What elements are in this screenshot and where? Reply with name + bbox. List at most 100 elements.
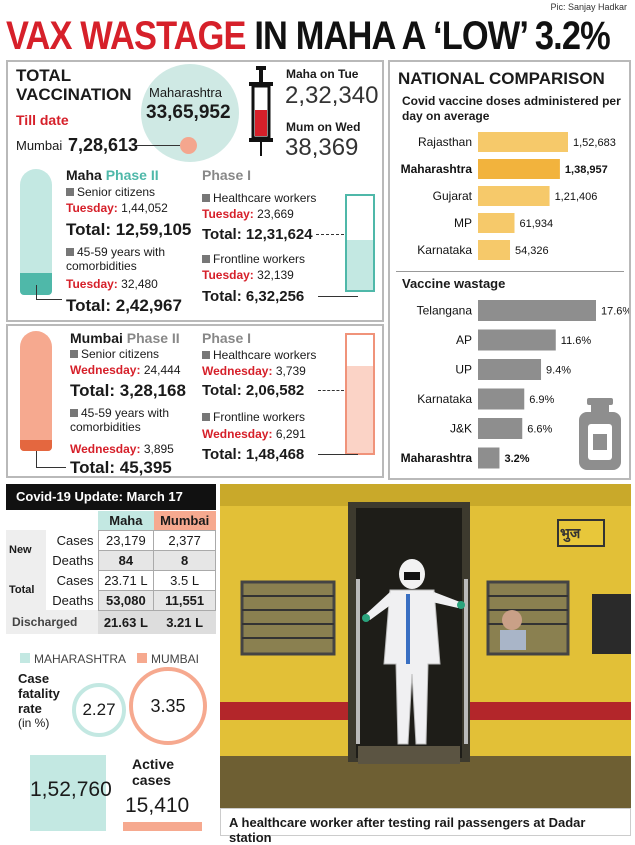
bar-label: Telangana: [417, 304, 473, 318]
total-value: 2,06,582: [245, 382, 305, 399]
bullet-icon: [202, 351, 210, 359]
total-vaccination-panel: [6, 60, 384, 322]
day-label: Tuesday:: [202, 268, 254, 282]
day-value: 32,480: [121, 277, 158, 291]
day-value: 23,669: [257, 207, 294, 221]
bullet-icon: [66, 248, 74, 256]
mumbai-phase2-heading: Mumbai Phase II: [70, 330, 180, 346]
bullet-icon: [202, 255, 210, 263]
mumbai-title: Mumbai: [70, 330, 123, 346]
national-subtitle: Covid vaccine doses administered per day…: [402, 94, 621, 123]
active-maha-box: [30, 755, 106, 831]
maha-title: Maha: [66, 167, 102, 183]
discharged-label: Discharged: [6, 610, 98, 634]
wastage-chart: Telangana 17.6% AP 11.6% UP 9.4% Karnataka 6.9%…: [401, 300, 629, 469]
maha-phase1-fill: [347, 240, 373, 290]
bar: [478, 213, 515, 233]
mumbai-comorb-label: 45-59 years with comorbidities: [70, 406, 192, 434]
bar: [478, 329, 556, 351]
new-cases-label: Cases: [56, 532, 94, 548]
bar-value-label: 1,52,683: [573, 137, 616, 149]
bar: [478, 418, 523, 439]
mumbai-fl-label: Frontline workers: [202, 410, 305, 424]
active-mumbai: 15,410: [125, 794, 190, 817]
photo-credit: Pic: Sanjay Hadkar: [550, 2, 627, 12]
total-label: Total:: [66, 296, 112, 315]
total-label: Total:: [202, 382, 242, 399]
bar-value-label: 11.6%: [561, 335, 592, 347]
col-maha: Maha: [98, 511, 154, 530]
bar-label: AP: [456, 333, 472, 347]
mumbai-total: 7,28,613: [68, 135, 139, 155]
photo: भुज: [220, 484, 631, 808]
active-mumbai-bar: [123, 822, 202, 831]
day-value: 6,291: [275, 427, 306, 441]
mumbai-senior-text: Senior citizens: [81, 347, 160, 361]
maha-senior-label: Senior citizens: [66, 185, 155, 199]
bar: [478, 388, 525, 410]
maha-senior-text: Senior citizens: [77, 185, 156, 199]
mumbai-comorb-day: Wednesday: 3,895: [70, 442, 174, 456]
legend-maha-swatch: [20, 653, 30, 663]
day-label: Wednesday:: [202, 364, 273, 378]
active-line-2: cases: [132, 772, 171, 788]
col-mumbai: Mumbai: [153, 511, 216, 530]
mumbai-comorb-text: 45-59 years with comorbidities: [70, 406, 170, 434]
train-illustration: [220, 484, 631, 808]
total-label: Total:: [70, 458, 116, 477]
bullet-icon: [70, 409, 78, 417]
mumbai-circle: [180, 137, 197, 154]
total-label: Total:: [202, 288, 242, 305]
day-label: Tuesday:: [66, 201, 118, 215]
mumbai-label: Mumbai: [16, 138, 63, 153]
discharged-mumbai: 3.21 L: [153, 610, 216, 634]
bar: [478, 359, 542, 380]
day-label: Wednesday:: [202, 427, 273, 441]
doses-chart: Rajasthan 1,52,683 Maharashtra 1,38,957 Guja…: [401, 132, 616, 260]
bullet-icon: [66, 188, 74, 196]
maha-comorb-label: 45-59 years with comorbidities: [66, 245, 190, 273]
legend-mumbai-swatch: [137, 653, 147, 663]
total-deaths-mumbai: 11,551: [153, 589, 216, 611]
bar-label: Maharashtra: [401, 451, 473, 465]
mumbai-senior-total: Total: 3,28,168: [70, 382, 186, 399]
mumbai-fl-text: Frontline workers: [213, 410, 306, 424]
syringe-icon: [249, 66, 273, 156]
maha-comorb-day: Tuesday: 32,480: [66, 277, 158, 291]
bar-value-label: 1,21,406: [555, 191, 598, 203]
headline: VAX WASTAGE IN MAHA A ‘LOW’ 3.2%: [6, 14, 611, 59]
mumbai-hc-leader: [318, 390, 344, 391]
mum-wed-label: Mum on Wed: [286, 120, 361, 134]
new-cases-maha: 23,179: [97, 529, 155, 551]
day-value: 1,44,052: [121, 201, 168, 215]
total-vaccination-title: TOTAL VACCINATION: [16, 66, 132, 104]
maha-hc-text: Healthcare workers: [213, 191, 317, 205]
maha-phase1-label: Phase I: [202, 167, 252, 183]
bar: [478, 447, 500, 469]
day-value: 24,444: [143, 363, 181, 377]
national-title: NATIONAL COMPARISON: [398, 69, 605, 88]
bar-value-label: 9.4%: [546, 365, 571, 377]
maha-hc-total: Total: 12,31,624: [202, 226, 313, 243]
maharashtra-total: 33,65,952: [146, 102, 231, 123]
cfr-label: Case fatality rate (in %): [18, 671, 60, 731]
bar-value-label: 61,934: [520, 218, 554, 230]
bullet-icon: [202, 413, 210, 421]
maha-fl-leader: [318, 296, 358, 297]
day-value: 3,739: [275, 364, 306, 378]
total-value: 12,59,105: [115, 220, 192, 239]
bar: [478, 240, 511, 260]
mumbai-phase2-label: Phase II: [126, 330, 180, 346]
headline-black: IN MAHA A ‘LOW’ 3.2%: [254, 14, 610, 58]
total-cases-mumbai: 3.5 L: [153, 569, 216, 591]
maha-fl-total: Total: 6,32,256: [202, 288, 304, 305]
row-new: New: [6, 530, 46, 570]
bar-value-label: 3.2%: [504, 453, 529, 465]
bar-label: Maharashtra: [401, 162, 473, 176]
maha-phase2-heading: Maha Phase II: [66, 167, 159, 183]
active-label: Active cases: [132, 756, 174, 788]
day-label: Tuesday:: [202, 207, 254, 221]
day-value: 32,139: [257, 268, 294, 282]
row-total: Total: [6, 570, 46, 610]
bar-label: Karnataka: [417, 243, 472, 257]
